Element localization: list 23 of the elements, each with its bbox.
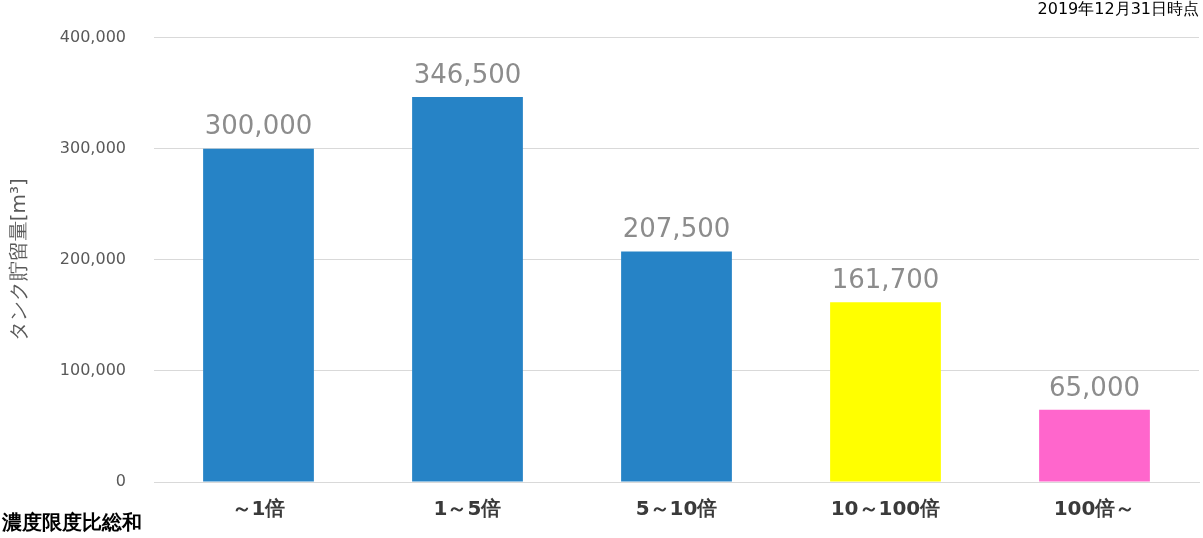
x-tick-label: 1～5倍	[433, 496, 502, 521]
y-tick-label: 0	[115, 471, 126, 491]
x-tick-label: ～1倍	[231, 496, 286, 521]
bar	[203, 148, 314, 482]
data-label: 65,000	[1049, 371, 1140, 402]
bar	[830, 302, 941, 482]
data-label: 161,700	[831, 264, 940, 295]
data-label: 300,000	[204, 110, 313, 141]
y-tick-label: 100,000	[59, 360, 126, 380]
text: 2019年12月31日時点	[1037, 0, 1199, 19]
x-axis-title: 濃度限度比総和	[1, 510, 142, 535]
data-label: 207,500	[622, 213, 731, 244]
bar	[621, 251, 732, 482]
x-tick-label: 10～100倍	[830, 496, 941, 521]
y-tick-label: 400,000	[59, 26, 126, 46]
y-tick-label: 200,000	[59, 248, 126, 268]
y-tick-label: 300,000	[59, 137, 126, 157]
bar	[1039, 409, 1150, 482]
x-tick-label: 5～10倍	[635, 496, 718, 521]
data-label: 346,500	[413, 58, 522, 89]
bar	[412, 97, 523, 482]
y-axis-title: タンク貯留量[m³]	[6, 178, 31, 342]
x-tick-label: 100倍～	[1053, 496, 1136, 521]
